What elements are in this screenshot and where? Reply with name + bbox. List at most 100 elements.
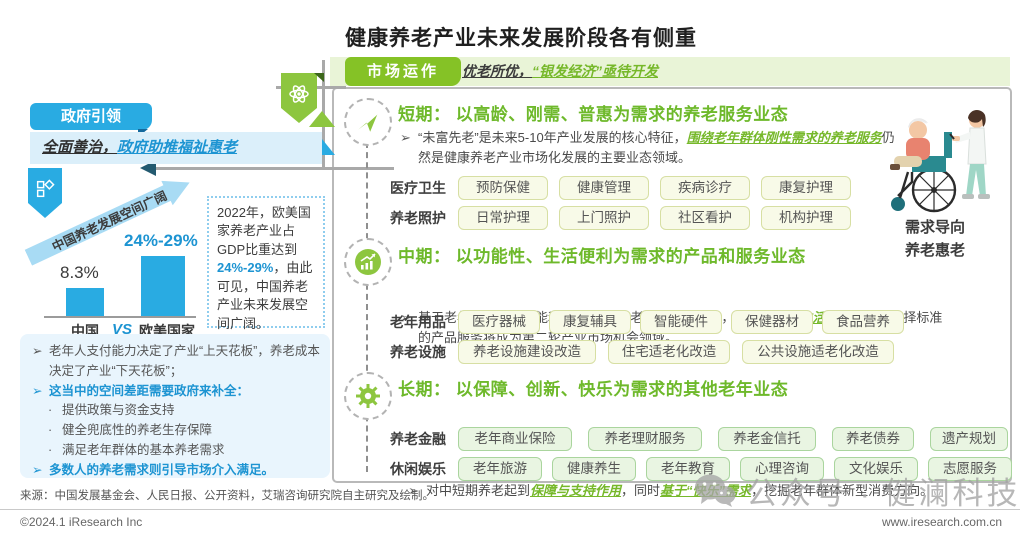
gov-subpoint-2-text: 健全兜底性的养老生存保障 <box>62 423 213 437</box>
note-pre: 2022年，欧美国家养老产业占GDP比重达到 <box>217 205 311 257</box>
illustration-caption-2: 养老惠老 <box>904 242 965 259</box>
main-panel-border <box>332 87 1012 483</box>
long-term-bullet-mid: ，同时 <box>621 482 661 498</box>
short-term-stage-icon <box>344 98 392 146</box>
gov-subpoint-3: · 满足老年群体的基本养老需求 <box>32 441 320 461</box>
bar-china <box>66 288 104 316</box>
atom-icon <box>289 85 309 103</box>
arrow-bullet-icon: ➢ <box>32 462 43 477</box>
long-term-bullet-pre: 对中短期养老起到 <box>426 482 531 498</box>
bar-value-west: 24%-29% <box>124 231 198 250</box>
tag-pill[interactable]: 智能硬件 <box>640 310 722 334</box>
gov-points-box: ➢ 老年人支付能力决定了产业“上天花板”，养老成本决定了产业“下天花板”； ➢ 这当… <box>20 334 330 478</box>
tag-pill[interactable]: 上门照护 <box>559 206 649 230</box>
gov-lead-tag: 政府引领 <box>30 103 152 130</box>
tag-pill[interactable]: 心理咨询 <box>740 457 824 481</box>
market-operation-tag: 市场运作 <box>345 57 462 86</box>
gear-icon <box>356 384 380 408</box>
illustration-caption-1: 需求导向 <box>904 219 965 236</box>
tag-pill[interactable]: 老年商业保险 <box>458 427 572 451</box>
short-term-bullet-pre: “未富先老”是未来5-10年产业发展的核心特征， <box>418 130 687 145</box>
row-label-leisure: 休闲娱乐 <box>390 461 446 477</box>
tag-pill[interactable]: 老年旅游 <box>458 457 542 481</box>
row-label-facilities: 养老设施 <box>390 344 446 360</box>
chart-axis <box>44 316 196 318</box>
banner-text: 优老所优，“银发经济”亟待开发 <box>462 57 658 86</box>
bar-western-countries <box>141 256 185 316</box>
short-term-bullet-post: 仍然是健康养老产业市场化发展的主要业态领域。 <box>418 130 895 166</box>
watermark: 公众号 · 健澜科技 <box>694 468 1020 513</box>
tag-pill[interactable]: 社区看护 <box>660 206 750 230</box>
tag-pill[interactable]: 住宅适老化改造 <box>608 340 730 364</box>
tag-pill[interactable]: 健康管理 <box>559 176 649 200</box>
note-post: ，由此可见，中国养老产业未来发展空间广阔。 <box>217 260 313 331</box>
tag-pill[interactable]: 食品营养 <box>822 310 904 334</box>
tag-pill[interactable]: 养老理财服务 <box>588 427 702 451</box>
short-term-bullet: ➢ “未富先老”是未来5-10年产业发展的核心特征，围绕老年群体刚性需求的养老服… <box>400 128 903 168</box>
bar-value-china: 8.3% <box>60 263 99 282</box>
dot-bullet-icon: · <box>48 423 53 437</box>
gov-slogan-highlight: 政府助推福祉惠老 <box>117 139 238 156</box>
nurse-wheelchair-icon <box>890 110 990 213</box>
watermark-text: 公众号 · 健澜科技 <box>746 476 1020 511</box>
website-link[interactable]: www.iresearch.com.cn <box>881 515 1002 529</box>
tag-pill[interactable]: 遗产规划 <box>930 427 1008 451</box>
wechat-icon <box>695 474 736 507</box>
tag-pill[interactable]: 日常护理 <box>458 206 548 230</box>
arrow-bullet-icon: ➢ <box>32 344 43 358</box>
grid-badge-icon <box>28 168 62 218</box>
gov-point-3: ➢ 多数人的养老需求则引导市场介入满足。 <box>32 461 320 481</box>
arrow-bullet-icon: ➢ <box>400 310 411 326</box>
tag-pill[interactable]: 志愿服务 <box>928 457 1012 481</box>
grid-squares-icon <box>36 178 55 197</box>
gov-subpoint-1: · 提供政策与资金支持 <box>32 401 320 421</box>
timeline-dashed-line <box>366 142 368 472</box>
row-label-finance: 养老金融 <box>390 431 446 447</box>
banner-highlight: “银发经济”亟待开发 <box>532 63 658 79</box>
gov-point-2: ➢ 这当中的空间差距需要政府来补全： <box>32 382 320 402</box>
arrow-bullet-icon: ➢ <box>400 130 411 145</box>
growth-chart-icon <box>355 249 381 275</box>
footer-divider <box>0 509 1020 510</box>
mid-term-heading: 中期： 以功能性、生活便利为需求的产品和服务业态 <box>398 247 806 266</box>
gov-point-3-text: 多数人的养老需求则引导市场介入满足。 <box>49 462 275 477</box>
mid-term-stage-icon <box>344 238 392 286</box>
gov-point-1: ➢ 老年人支付能力决定了产业“上天花板”，养老成本决定了产业“下天花板”； <box>32 342 320 382</box>
gov-subpoint-1-text: 提供政策与资金支持 <box>62 403 175 418</box>
tag-pill[interactable]: 养老设施建设改造 <box>458 340 596 364</box>
tag-pill[interactable]: 文化娱乐 <box>834 457 918 481</box>
gov-slogan: 全面善治，政府助推福祉惠老 <box>30 132 322 164</box>
tag-pill[interactable]: 公共设施适老化改造 <box>742 340 894 364</box>
row-label-medical: 医疗卫生 <box>390 180 446 196</box>
market-banner: 市场运作 优老所优，“银发经济”亟待开发 <box>330 57 1010 86</box>
arrow-bullet-icon: ➢ <box>32 383 43 398</box>
tag-pill[interactable]: 医疗器械 <box>458 310 540 334</box>
gov-point-1-text: 老年人支付能力决定了产业“上天花板”，养老成本决定了产业“下天花板”； <box>49 344 320 378</box>
vs-label: VS <box>112 321 133 338</box>
note-highlight: 24%-29% <box>217 260 274 276</box>
gov-slogan-lead: 全面善治， <box>42 139 118 156</box>
copyright-text: ©2024.1 iResearch Inc <box>20 515 143 529</box>
tag-pill[interactable]: 预防保健 <box>458 176 548 200</box>
arrow-bullet-icon: ➢ <box>408 482 419 498</box>
gov-subpoint-2: · 健全兜底性的养老生存保障 <box>32 421 320 441</box>
long-term-stage-icon <box>344 372 392 420</box>
long-term-heading: 长期： 以保障、创新、快乐为需求的其他老年业态 <box>398 380 789 399</box>
banner-lead: 优老所优， <box>462 63 532 79</box>
tag-pill[interactable]: 疾病诊疗 <box>660 176 750 200</box>
source-note: 来源：中国发展基金会、人民日报、公开资料，艾瑞咨询研究院自主研究及绘制。 <box>20 490 434 502</box>
page-title: 健康养老产业未来发展阶段各有侧重 <box>345 27 697 50</box>
row-label-care: 养老照护 <box>390 210 446 226</box>
tag-pill[interactable]: 康复护理 <box>761 176 851 200</box>
tag-pill[interactable]: 健康养生 <box>552 457 636 481</box>
gov-point-2-text: 这当中的空间差距需要政府来补全： <box>49 383 250 398</box>
long-term-bullet-post: ，挖掘老年群体新型消费方向。 <box>751 482 934 498</box>
tag-pill[interactable]: 康复辅具 <box>549 310 631 334</box>
tag-pill[interactable]: 养老金信托 <box>718 427 816 451</box>
tag-pill[interactable]: 保健器材 <box>731 310 813 334</box>
nurse-wheelchair-illustration <box>878 98 1012 216</box>
tag-pill[interactable]: 养老债券 <box>832 427 914 451</box>
short-term-bullet-em: 围绕老年群体刚性需求的养老服务 <box>686 130 882 145</box>
tag-pill[interactable]: 机构护理 <box>761 206 851 230</box>
